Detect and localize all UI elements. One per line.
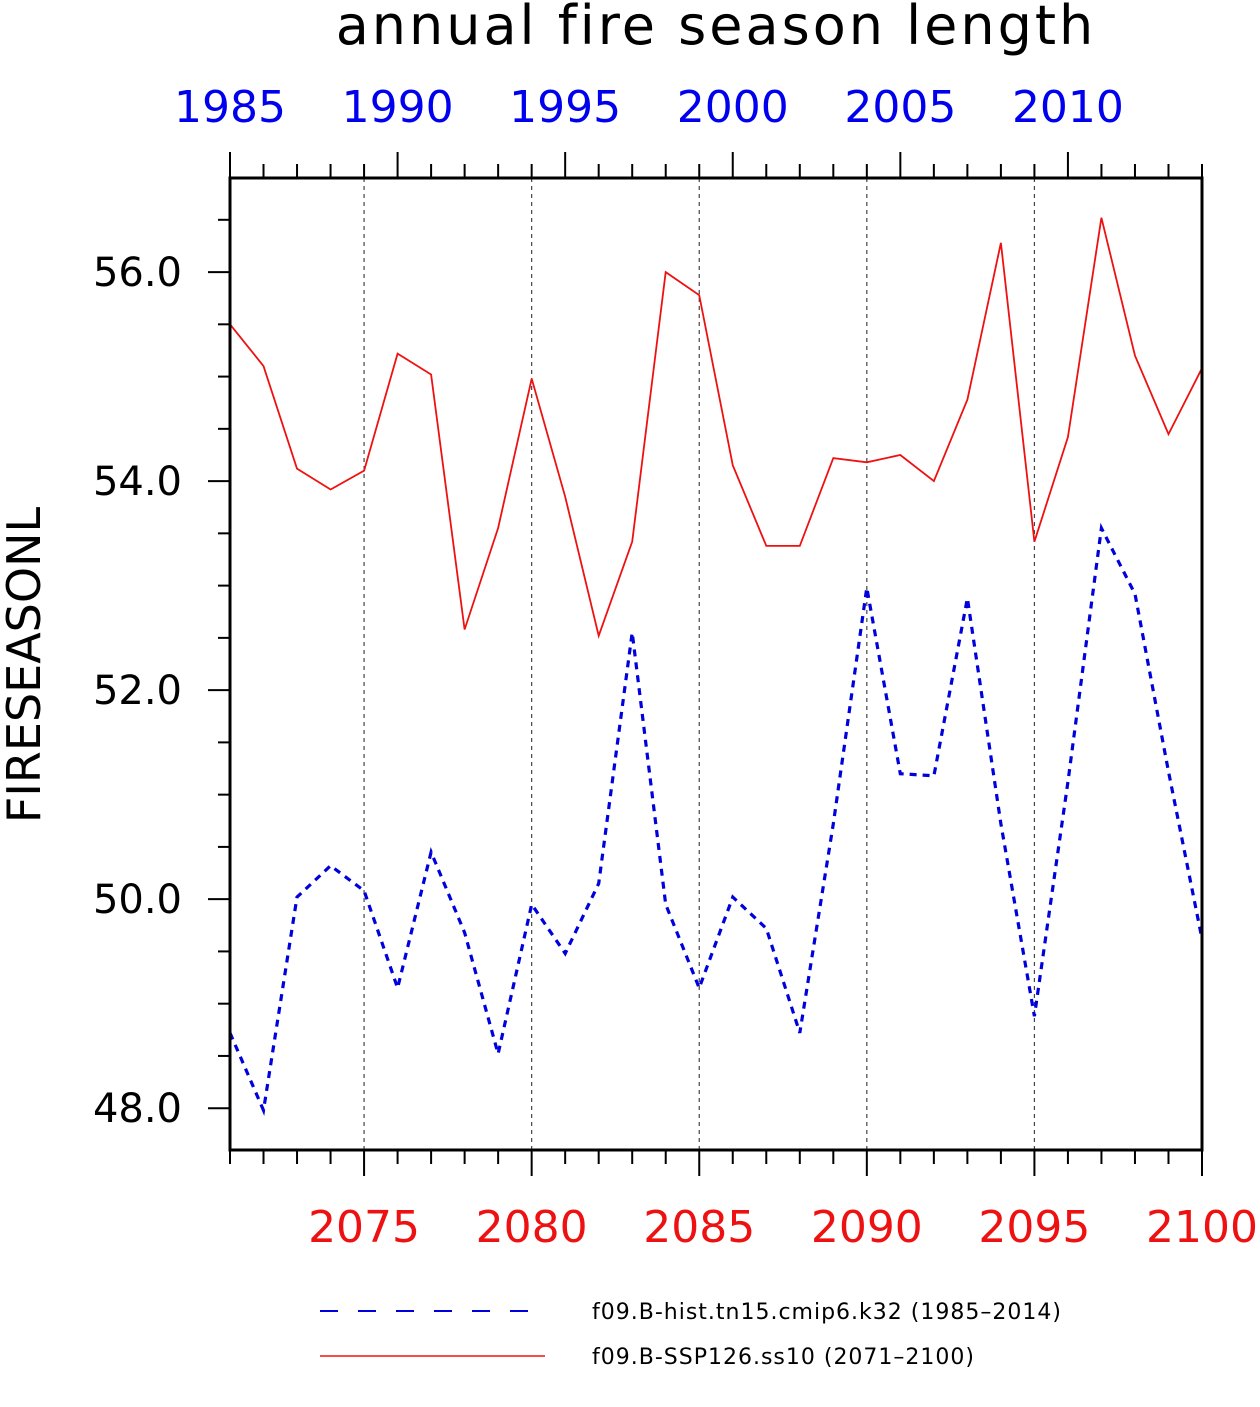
top-tick-label-2010: 2010 xyxy=(1012,82,1124,133)
grid xyxy=(363,178,1036,1150)
bottom-tick-label-2080: 2080 xyxy=(476,1202,588,1253)
top-tick-label-2005: 2005 xyxy=(844,82,956,133)
bottom-tick-label-2100: 2100 xyxy=(1146,1202,1258,1253)
bottom-tick-label-2075: 2075 xyxy=(308,1202,420,1253)
series-line-hist xyxy=(228,522,1204,1117)
y-tick-label-50.0: 50.0 xyxy=(93,877,182,923)
bottom-tick-label-2095: 2095 xyxy=(978,1202,1090,1253)
axes: 48.0 50.0 52.0 54.0 56.0 2075 2080 2085 2090 2095… xyxy=(93,82,1258,1253)
series-layer xyxy=(228,217,1204,1117)
legend-label-hist: f09.B-hist.tn15.cmip6.k32 (1985–2014) xyxy=(592,1300,1062,1325)
plot-frame xyxy=(228,176,1204,1152)
top-tick-label-2000: 2000 xyxy=(677,82,789,133)
y-axis-label: FIRESEASONL xyxy=(0,507,51,824)
chart-title: annual fire season length xyxy=(336,0,1097,57)
y-tick-label-52.0: 52.0 xyxy=(93,668,182,714)
series-line-ssp126 xyxy=(229,217,1203,639)
legend: f09.B-hist.tn15.cmip6.k32 (1985–2014) f09… xyxy=(320,1300,1062,1370)
top-tick-label-1995: 1995 xyxy=(509,82,621,133)
bottom-tick-label-2085: 2085 xyxy=(643,1202,755,1253)
top-tick-label-1990: 1990 xyxy=(342,82,454,133)
top-tick-label-1985: 1985 xyxy=(174,82,286,133)
y-tick-label-56.0: 56.0 xyxy=(93,250,182,296)
bottom-tick-label-2090: 2090 xyxy=(811,1202,923,1253)
y-tick-label-54.0: 54.0 xyxy=(93,459,182,505)
legend-label-ssp126: f09.B-SSP126.ss10 (2071–2100) xyxy=(592,1345,975,1370)
y-tick-label-48.0: 48.0 xyxy=(93,1086,182,1132)
